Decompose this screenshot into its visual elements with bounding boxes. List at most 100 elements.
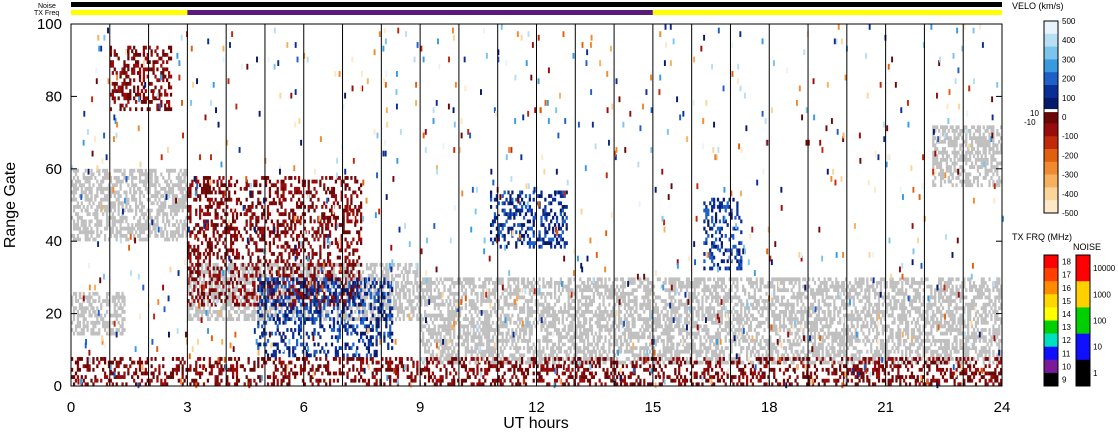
data-cell <box>427 284 431 289</box>
data-cell <box>829 309 832 314</box>
data-cell <box>78 302 81 307</box>
data-cell <box>782 320 786 325</box>
data-cell <box>284 288 287 293</box>
data-cell <box>567 309 570 314</box>
data-cell <box>678 349 681 354</box>
data-cell <box>449 291 452 296</box>
data-cell <box>76 201 80 206</box>
data-cell <box>138 176 142 180</box>
data-cell <box>862 331 865 336</box>
data-cell <box>396 281 400 285</box>
data-cell <box>451 353 454 358</box>
data-cell <box>488 281 491 285</box>
data-cell <box>584 353 588 358</box>
data-cell <box>647 302 650 307</box>
data-cell <box>264 288 268 293</box>
noise-bar <box>71 2 1002 7</box>
data-cell <box>658 317 661 322</box>
data-cell <box>685 302 689 307</box>
data-cell <box>216 313 219 318</box>
data-cell <box>166 190 169 195</box>
data-cell <box>596 320 599 325</box>
data-cell <box>775 313 778 318</box>
data-cell <box>361 270 365 274</box>
data-cell <box>88 197 91 202</box>
data-cell <box>714 342 718 347</box>
data-cell <box>598 335 601 340</box>
data-cell <box>216 262 219 267</box>
data-cell <box>728 324 731 329</box>
data-cell <box>385 291 388 296</box>
data-cell <box>470 281 473 285</box>
data-cell <box>728 291 731 296</box>
data-cell <box>96 219 99 224</box>
data-cell <box>697 277 700 282</box>
data-cell <box>550 306 553 311</box>
data-cell <box>670 342 673 347</box>
data-cell <box>230 295 233 300</box>
data-cell <box>513 306 516 311</box>
data-cell <box>668 328 671 332</box>
data-cell <box>358 288 361 293</box>
data-cell <box>736 288 739 293</box>
data-cell <box>619 277 623 282</box>
data-cell <box>228 284 231 289</box>
data-cell <box>123 168 126 173</box>
data-cell <box>274 313 277 318</box>
data-cell <box>181 223 184 227</box>
data-cell <box>581 335 584 340</box>
data-cell <box>765 299 768 303</box>
data-cell <box>113 223 116 227</box>
data-cell <box>80 183 83 188</box>
data-cell <box>90 205 93 209</box>
data-cell <box>280 309 283 314</box>
data-cell <box>187 306 190 311</box>
data-cell <box>817 349 820 354</box>
data-cell <box>557 349 561 354</box>
data-cell <box>270 306 274 311</box>
data-cell <box>588 295 592 300</box>
data-cell <box>458 320 462 325</box>
data-cell <box>241 270 244 274</box>
data-cell <box>561 342 564 347</box>
data-cell <box>856 357 859 361</box>
data-cell <box>251 266 254 271</box>
data-cell <box>631 313 634 318</box>
data-cell <box>162 233 165 238</box>
data-cell <box>344 284 347 289</box>
data-cell <box>412 313 415 318</box>
data-cell <box>501 335 504 340</box>
data-cell <box>427 288 431 293</box>
data-cell <box>590 331 594 336</box>
data-cell <box>526 299 530 303</box>
data-cell <box>751 349 755 354</box>
data-cell <box>581 324 584 329</box>
data-cell <box>398 317 402 322</box>
data-cell <box>522 338 526 343</box>
data-cell <box>135 230 138 235</box>
data-cell <box>74 190 78 195</box>
data-cell <box>864 302 867 307</box>
data-cell <box>707 288 710 293</box>
data-cell <box>842 342 846 347</box>
data-cell <box>381 299 384 303</box>
data-cell <box>373 291 376 296</box>
data-cell <box>707 317 710 322</box>
data-cell <box>619 335 623 340</box>
data-cell <box>598 309 601 314</box>
data-cell <box>117 190 120 195</box>
data-cell <box>80 328 83 332</box>
data-cell <box>103 194 107 198</box>
data-cell <box>489 328 493 332</box>
data-cell <box>513 277 516 282</box>
data-cell <box>858 291 861 296</box>
data-cell <box>437 302 440 307</box>
data-cell <box>548 360 551 365</box>
data-cell <box>493 295 497 300</box>
data-cell <box>604 324 607 329</box>
data-cell <box>600 281 603 285</box>
data-cell <box>858 349 861 354</box>
data-cell <box>90 295 93 300</box>
data-cell <box>121 299 124 303</box>
data-cell <box>451 317 454 322</box>
